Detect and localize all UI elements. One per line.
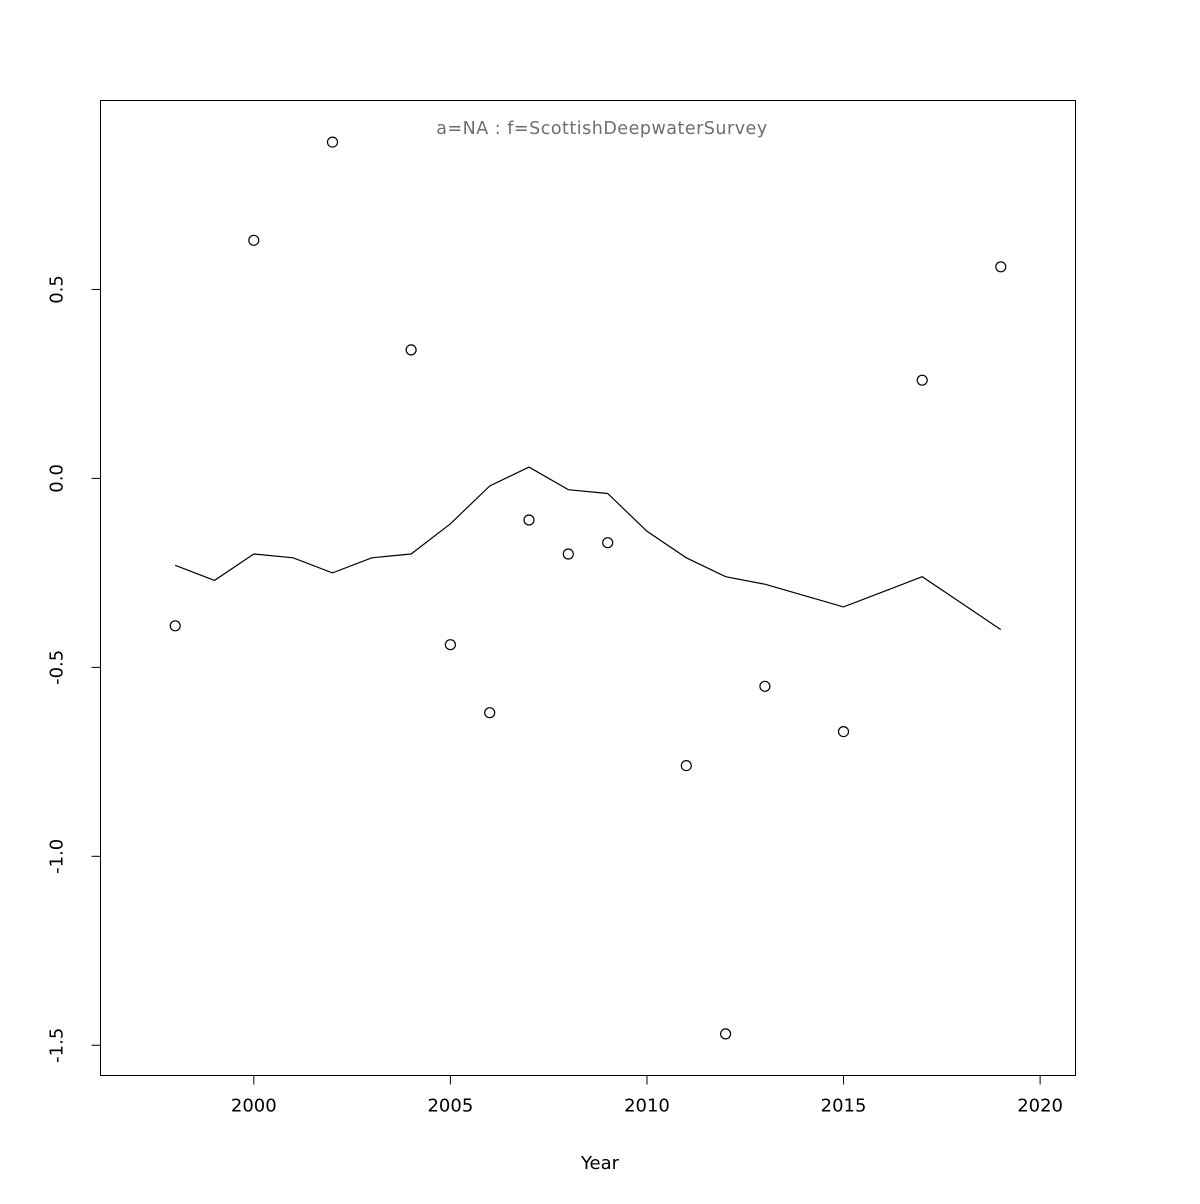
plot-border <box>100 100 1076 1076</box>
data-point <box>484 707 496 719</box>
x-tick-label: 2000 <box>231 1096 277 1117</box>
data-point <box>169 620 181 632</box>
data-point <box>326 136 339 148</box>
data-point <box>523 514 535 526</box>
y-tick-label: -1.0 <box>47 839 68 874</box>
data-point <box>916 374 928 386</box>
data-point <box>602 537 614 549</box>
data-point <box>719 1028 732 1040</box>
data-point <box>562 548 574 560</box>
y-tick-label: 0.0 <box>47 464 68 493</box>
data-point <box>248 234 260 246</box>
x-tick-label: 2020 <box>1017 1096 1063 1117</box>
y-tick-label: -1.5 <box>47 1028 68 1063</box>
x-tick-label: 2010 <box>624 1096 670 1117</box>
data-point <box>759 680 771 692</box>
data-point <box>444 639 456 651</box>
trend-line <box>174 466 1002 631</box>
data-point <box>680 759 692 772</box>
data-point <box>405 344 417 356</box>
x-tick-label: 2005 <box>427 1096 473 1117</box>
data-point <box>995 261 1007 273</box>
y-tick-label: 0.5 <box>47 275 68 304</box>
y-tick-label: -0.5 <box>47 650 68 685</box>
chart-title: a=NA : f=ScottishDeepwaterSurvey <box>436 119 767 139</box>
data-point <box>837 725 850 738</box>
axis-ticks: 2000 2005 2010 2015 2020 -1.5 -1.0 -0.5 0.0 0.5 <box>47 275 1064 1116</box>
chart-series <box>169 136 1007 1040</box>
x-axis-label: Year <box>580 1153 620 1174</box>
x-tick-label: 2015 <box>821 1096 867 1117</box>
